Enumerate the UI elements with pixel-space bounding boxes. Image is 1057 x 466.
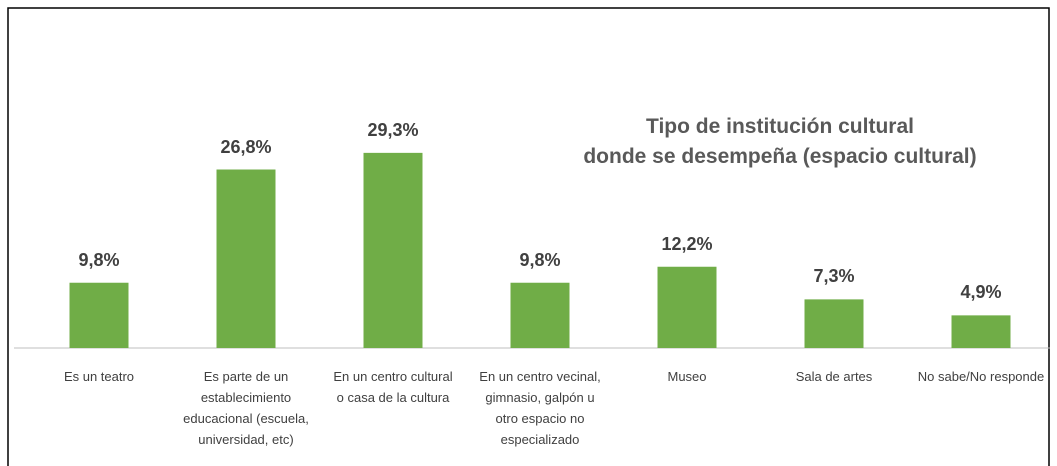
data-label: 26,8% <box>220 136 272 157</box>
data-label: 7,3% <box>813 266 855 287</box>
chart-title: Tipo de institución cultural donde se de… <box>583 115 977 168</box>
chart-border <box>7 7 1050 466</box>
data-label: 29,3% <box>367 119 419 140</box>
bar <box>69 282 129 348</box>
x-tick-label: Sala de artes <box>795 369 873 384</box>
x-tick-label: En un centro cultural o casa de la cultu… <box>333 369 453 405</box>
bar <box>951 315 1011 348</box>
data-label: 12,2% <box>661 233 713 254</box>
x-tick-label: No sabe/No responde <box>917 369 1045 384</box>
data-label: 9,8% <box>519 249 561 270</box>
x-tick-label: Museo <box>667 369 707 384</box>
bar <box>804 299 864 348</box>
x-tick-label: Es un teatro <box>63 369 135 384</box>
x-tick-label: En un centro vecinal, gimnasio, galpón u… <box>479 369 601 447</box>
bar <box>657 266 717 348</box>
bar <box>510 282 570 348</box>
bar <box>216 169 276 348</box>
data-label: 4,9% <box>960 282 1002 303</box>
bar <box>363 152 423 348</box>
x-tick-label: Es parte de un establecimiento educacion… <box>183 369 309 447</box>
data-label: 9,8% <box>78 249 120 270</box>
